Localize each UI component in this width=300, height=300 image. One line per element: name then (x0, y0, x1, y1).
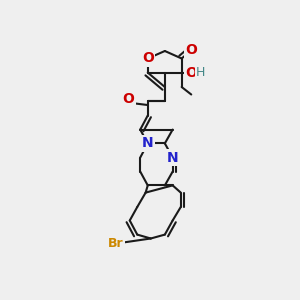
Text: O: O (185, 44, 197, 57)
Text: H: H (196, 66, 205, 79)
Text: Br: Br (108, 237, 124, 250)
Text: N: N (142, 136, 154, 150)
Text: O: O (185, 66, 197, 80)
Text: O: O (122, 92, 134, 106)
Text: N: N (167, 151, 178, 164)
Text: O: O (142, 52, 154, 65)
